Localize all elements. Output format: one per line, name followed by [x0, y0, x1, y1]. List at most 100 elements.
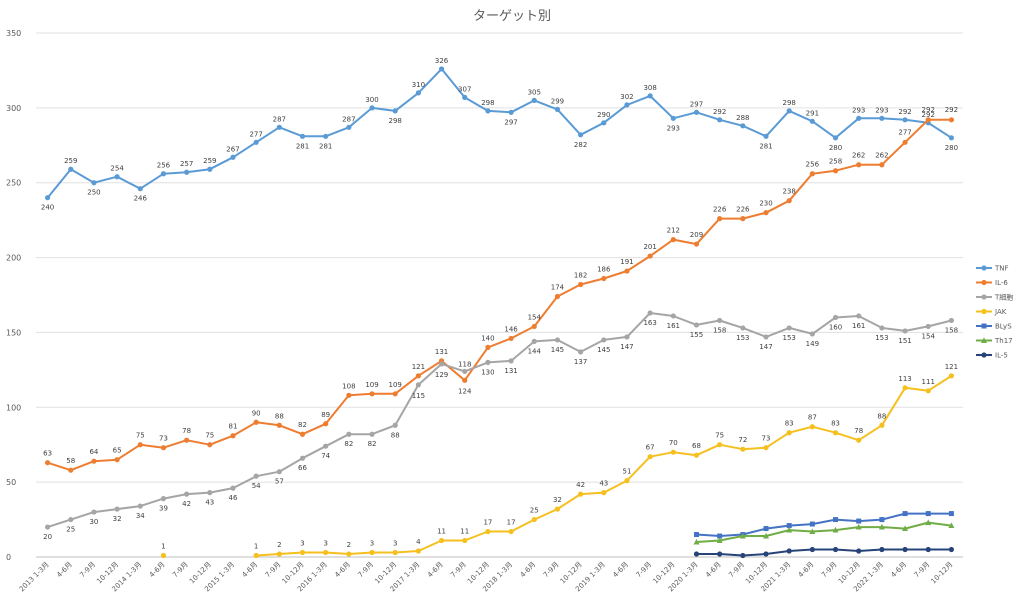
- data-label-t: 147: [620, 343, 633, 351]
- data-point-t: [809, 331, 815, 337]
- data-label-t: 25: [66, 526, 75, 534]
- data-label-il6: 256: [806, 161, 820, 169]
- data-point-tnf: [879, 115, 885, 121]
- data-label-jak: 68: [692, 442, 701, 450]
- data-label-jak: 67: [646, 444, 655, 452]
- data-label-t: 161: [852, 322, 865, 330]
- legend-label-il6: IL-6: [995, 279, 1008, 287]
- data-point-tnf: [415, 90, 421, 96]
- data-point-t: [160, 496, 167, 502]
- data-label-il6: 109: [365, 381, 378, 389]
- data-point-t: [763, 334, 769, 340]
- data-point-tnf: [207, 166, 213, 172]
- data-label-t: 145: [551, 346, 564, 354]
- data-label-tnf: 298: [481, 99, 494, 107]
- data-label-t: 160: [829, 323, 842, 331]
- data-label-jak: 11: [460, 528, 469, 536]
- data-point-t: [392, 422, 398, 428]
- data-point-jak: [856, 437, 862, 443]
- data-point-jak: [508, 528, 514, 535]
- data-point-t: [647, 310, 653, 316]
- y-tick-label: 100: [6, 403, 21, 412]
- data-point-t: [44, 524, 51, 530]
- data-point-jak: [346, 551, 352, 557]
- data-label-tnf: 292: [922, 111, 935, 119]
- data-point-tnf: [763, 133, 769, 139]
- data-label-t: 154: [922, 332, 936, 340]
- data-label-il6: 201: [643, 243, 656, 251]
- data-label-il6: 89: [321, 411, 330, 419]
- data-point-il6: [137, 442, 143, 448]
- data-point-il6: [809, 171, 815, 177]
- series-line-blys: [696, 512, 952, 537]
- data-point-tnf: [624, 102, 630, 108]
- data-label-tnf: 287: [273, 115, 286, 123]
- data-label-jak: 3: [393, 540, 397, 548]
- data-label-il6: 88: [275, 412, 284, 420]
- data-point-tnf: [902, 117, 908, 123]
- data-point-blys: [809, 521, 815, 527]
- data-point-il5: [809, 546, 815, 553]
- data-label-t: 144: [528, 347, 542, 355]
- data-label-t: 46: [229, 494, 238, 502]
- data-label-tnf: 280: [829, 144, 842, 152]
- x-tick-label: 7-9月: [356, 560, 375, 579]
- data-point-il6: [276, 422, 282, 428]
- data-point-tnf: [508, 109, 514, 115]
- legend-marker-blys: [981, 323, 987, 329]
- data-point-il6: [856, 162, 862, 168]
- data-point-tnf: [717, 117, 723, 123]
- data-point-th17: [693, 538, 700, 545]
- data-point-t: [438, 361, 445, 367]
- data-point-il6: [462, 377, 468, 383]
- data-label-t: 153: [783, 334, 796, 342]
- x-tick-label: 4-6月: [426, 560, 445, 579]
- data-label-tnf: 277: [249, 130, 262, 138]
- x-tick-label: 7-9月: [171, 560, 190, 579]
- data-label-il6: 73: [159, 435, 168, 443]
- data-point-jak: [276, 551, 282, 557]
- data-label-t: 151: [898, 337, 911, 345]
- data-point-tnf: [647, 93, 653, 99]
- data-point-jak: [670, 449, 676, 455]
- y-axis-ticks: 0 50 100 150 200 250 300 350: [6, 29, 21, 562]
- data-point-il6: [948, 117, 955, 123]
- data-point-il6: [160, 445, 167, 451]
- x-tick-label: 4-6月: [797, 560, 816, 579]
- legend-label-t: T細胞: [994, 293, 1013, 302]
- data-point-jak: [763, 445, 769, 451]
- data-point-blys: [833, 517, 839, 523]
- data-point-il6: [531, 323, 537, 330]
- data-point-il5: [717, 551, 723, 557]
- data-label-jak: 17: [507, 519, 516, 527]
- data-label-jak: 88: [877, 412, 886, 420]
- data-point-il6: [647, 253, 653, 259]
- data-point-blys: [763, 526, 769, 532]
- series-line-il5: [696, 548, 952, 557]
- data-label-t: 32: [113, 515, 122, 523]
- x-tick-label: 2013 1-3月: [18, 560, 51, 593]
- data-label-t: 147: [759, 343, 772, 351]
- data-label-t: 130: [481, 368, 494, 376]
- data-point-t: [369, 431, 375, 437]
- data-point-tnf: [230, 154, 236, 160]
- data-label-il6: 108: [342, 382, 355, 390]
- data-point-tnf: [253, 139, 259, 145]
- series-line-il6: [47, 118, 952, 472]
- legend: TNF IL-6 T細胞 JAK BLyS Th17 IL-5: [976, 265, 1013, 360]
- data-label-jak: 111: [922, 378, 935, 386]
- data-label-jak: 17: [483, 519, 492, 527]
- data-label-t: 131: [504, 367, 517, 375]
- data-label-il6: 292: [922, 106, 935, 114]
- data-label-tnf: 310: [412, 81, 425, 89]
- data-point-il6: [578, 281, 584, 288]
- data-point-il5: [693, 551, 700, 557]
- data-point-il6: [91, 458, 97, 464]
- data-point-t: [323, 443, 329, 449]
- data-label-t: 155: [690, 331, 703, 339]
- data-label-jak: 78: [854, 427, 863, 435]
- data-point-tnf: [485, 108, 491, 114]
- data-label-jak: 1: [161, 543, 165, 551]
